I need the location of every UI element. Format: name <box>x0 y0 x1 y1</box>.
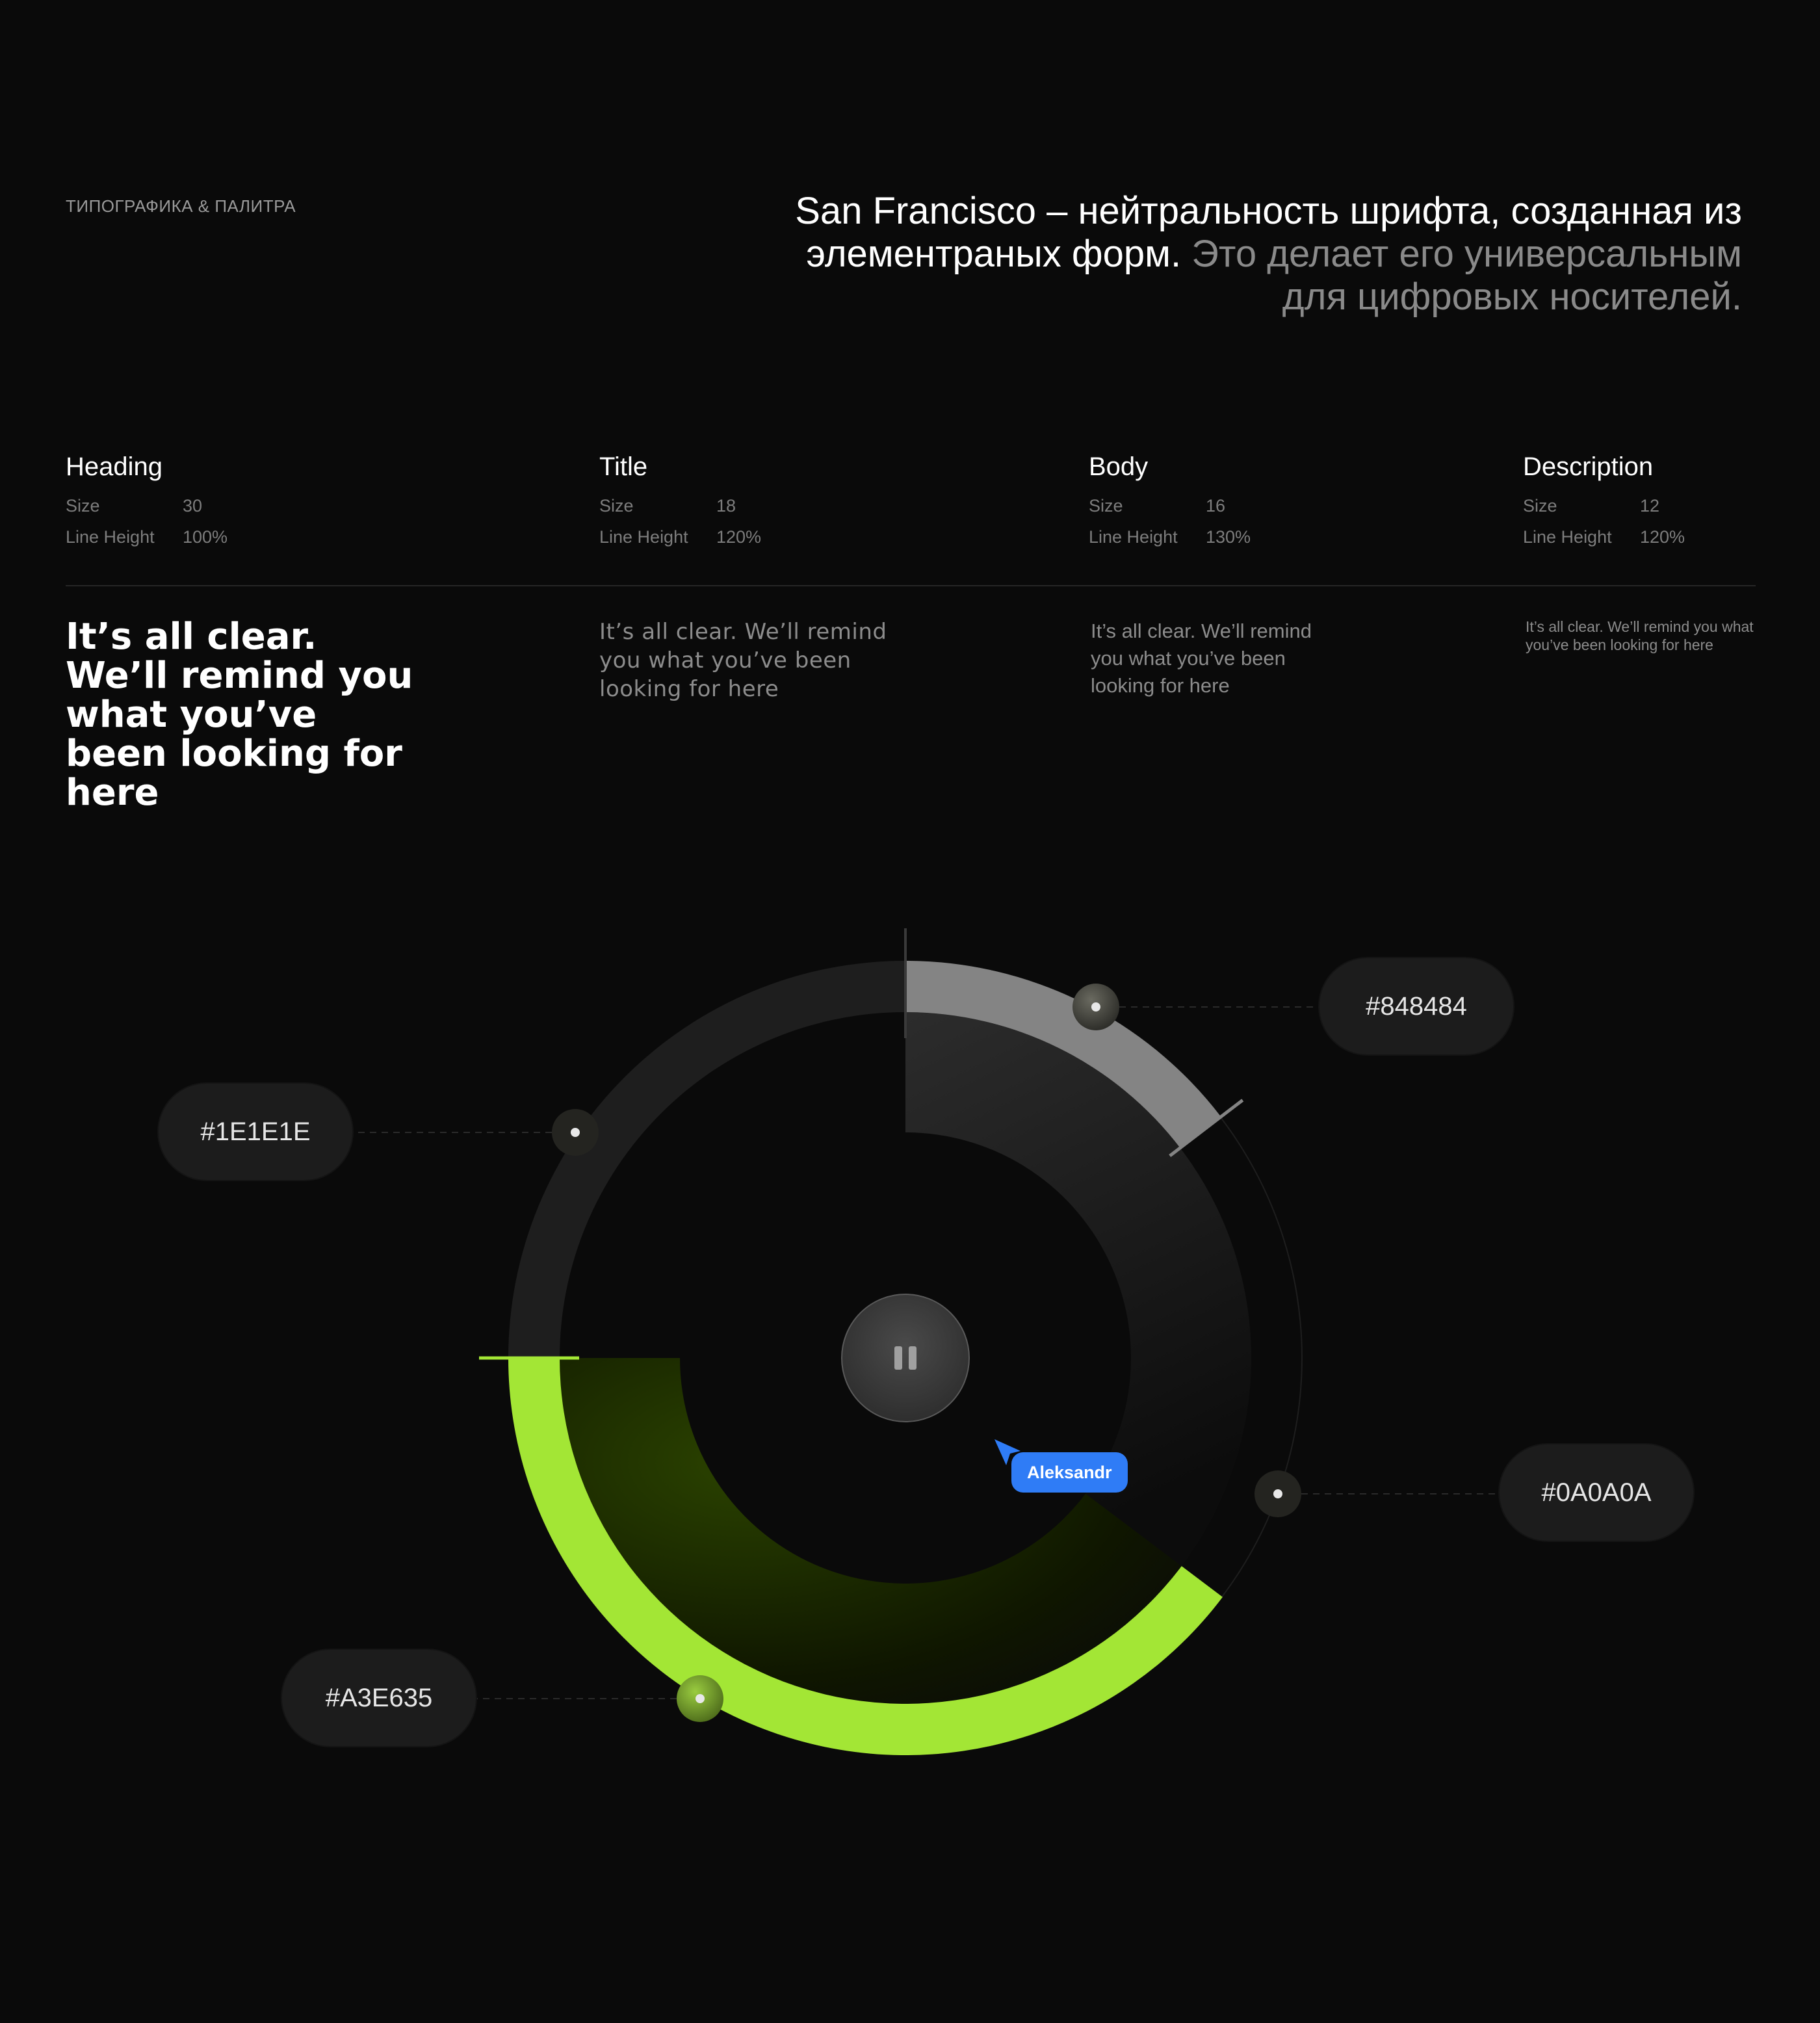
ring-segment-a3e635 <box>508 1358 1223 1756</box>
cursor-name-tag: Aleksandr <box>1011 1452 1128 1493</box>
type-spec-title: Title Size 18 Line Height 120% <box>599 449 761 549</box>
line-height-label: Line Height <box>66 527 155 547</box>
headline: San Francisco – нейтральность шрифта, со… <box>767 190 1742 319</box>
swatch-pill-0a0a0a: #0A0A0A <box>1500 1444 1693 1541</box>
tick-gray <box>1169 1099 1244 1158</box>
type-spec-description: Description Size 12 Line Height 120% <box>1523 449 1685 549</box>
headline-main: San Francisco – нейтральность шрифта, со… <box>795 190 1742 275</box>
line-height-value: 100% <box>183 527 228 547</box>
type-name: Heading <box>66 452 163 481</box>
size-value: 30 <box>183 496 203 516</box>
ring-segment-848484 <box>905 961 1221 1148</box>
size-value: 16 <box>1206 496 1226 516</box>
knob-dot <box>571 1128 580 1137</box>
knob-dot <box>1091 1002 1100 1012</box>
swatch-pill-a3e635: #A3E635 <box>282 1650 476 1746</box>
swatch-pill-848484: #848484 <box>1320 958 1513 1054</box>
section-eyebrow: ТИПОГРАФИКА & ПАЛИТРА <box>66 196 296 216</box>
line-height-value: 120% <box>716 527 762 547</box>
size-value: 18 <box>716 496 736 516</box>
line-height-label: Line Height <box>599 527 688 547</box>
line-height-label: Line Height <box>1523 527 1612 547</box>
swatch-pill-1e1e1e: #1E1E1E <box>159 1084 352 1180</box>
size-label: Size <box>66 496 100 516</box>
pause-button[interactable] <box>841 1294 970 1422</box>
sample-heading: It’s all clear. We’ll remind you what yo… <box>66 616 413 814</box>
headline-dim: Это делает его универсальным для цифровы… <box>1191 233 1742 318</box>
knob-dot <box>696 1694 705 1703</box>
sample-title: It’s all clear. We’ll remind you what yo… <box>599 619 887 702</box>
inner-fill-green <box>560 1358 1182 1704</box>
knob-dot <box>1273 1489 1282 1498</box>
line-height-value: 120% <box>1640 527 1685 547</box>
cursor-arrow-icon <box>994 1439 1020 1465</box>
inner-fill-gray <box>905 1012 1252 1571</box>
sample-description: It’s all clear. We’ll remind you what yo… <box>1526 618 1754 653</box>
divider <box>66 585 1756 586</box>
type-spec-body: Body Size 16 Line Height 130% <box>1089 449 1251 549</box>
pause-icon-bar <box>909 1346 916 1370</box>
sample-body: It’s all clear. We’ll remind you what yo… <box>1091 620 1312 697</box>
type-spec-heading: Heading Size 30 Line Height 100% <box>66 449 228 549</box>
size-label: Size <box>1089 496 1123 516</box>
type-name: Body <box>1089 452 1149 481</box>
line-height-label: Line Height <box>1089 527 1178 547</box>
line-height-value: 130% <box>1206 527 1251 547</box>
type-name: Description <box>1523 452 1654 481</box>
pause-icon-bar <box>894 1346 902 1370</box>
type-name: Title <box>599 452 648 481</box>
size-label: Size <box>1523 496 1557 516</box>
size-label: Size <box>599 496 634 516</box>
size-value: 12 <box>1640 496 1660 516</box>
ring-segment-1e1e1e <box>508 961 905 1358</box>
